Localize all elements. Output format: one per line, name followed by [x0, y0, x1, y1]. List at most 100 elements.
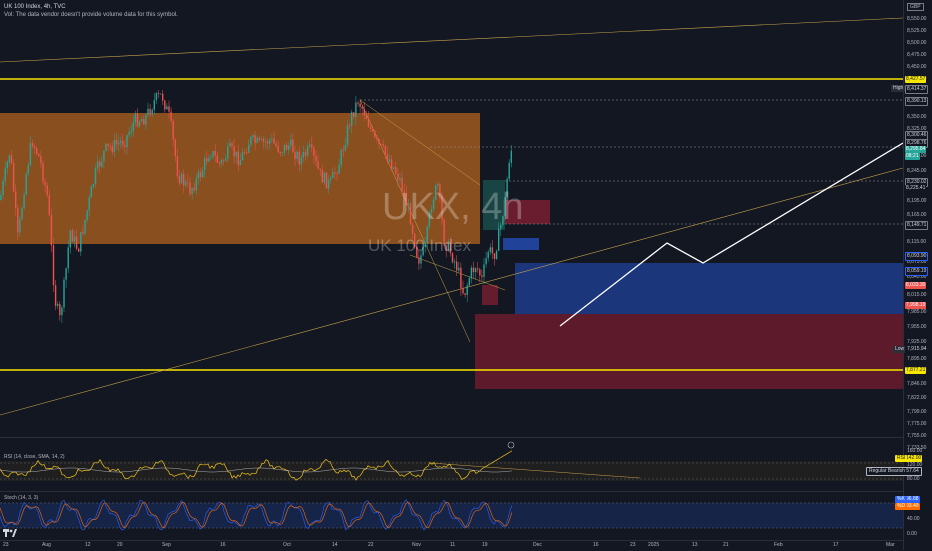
candle — [6, 162, 8, 169]
volume-notice: Vol: The data vendor doesn't provide vol… — [4, 12, 178, 18]
candle — [25, 173, 27, 195]
candle — [407, 203, 410, 205]
candle — [159, 93, 162, 95]
stoch-legend[interactable]: Stoch (14, 3, 3) — [4, 495, 39, 501]
price-label-8427: 8,427.57 — [905, 76, 927, 83]
price-label-8149: 8,149.71 — [905, 221, 929, 230]
candle — [462, 288, 464, 294]
candle — [351, 112, 353, 126]
stoch-k-tag: %K — [895, 496, 907, 503]
candle — [443, 219, 445, 246]
candle — [372, 128, 374, 132]
price-tick: 7,985.00 — [907, 309, 927, 315]
symbol-title[interactable]: UK 100 Index, 4h, TVC — [4, 4, 66, 10]
price-tick: 8,245.00 — [907, 168, 927, 174]
price-axis[interactable]: GBP 8,550.00 8,525.00 8,500.00 8,475.00 8,45… — [903, 0, 932, 550]
candle — [306, 146, 309, 156]
candle — [69, 230, 71, 248]
candle — [283, 144, 286, 153]
candle — [483, 264, 485, 277]
candle — [61, 307, 63, 316]
candle — [281, 152, 284, 154]
candle — [109, 145, 111, 147]
trendline-upper — [0, 17, 903, 63]
candle — [378, 138, 380, 145]
price-tick: 7,755.00 — [907, 433, 927, 439]
candle — [264, 141, 267, 143]
candle — [246, 152, 248, 154]
small-red-zone — [503, 200, 550, 224]
candle — [311, 144, 313, 148]
rsi-marker — [507, 441, 515, 449]
candle — [166, 106, 168, 110]
candle — [29, 143, 32, 165]
price-tick: 8,500.00 — [907, 40, 927, 46]
candle — [437, 184, 439, 186]
rsi-band — [0, 461, 903, 481]
candle — [260, 138, 263, 140]
candle — [323, 172, 326, 183]
candle — [12, 163, 15, 192]
chart-legend: UK 100 Index, 4h, TVC Vol: The data vend… — [4, 3, 178, 19]
candle — [315, 156, 317, 162]
candle — [191, 188, 193, 195]
candle — [8, 155, 11, 163]
price-tick: 8,045.00 — [907, 274, 927, 280]
candle — [380, 144, 382, 145]
candle — [500, 224, 502, 229]
candle — [73, 236, 76, 242]
candle — [185, 181, 187, 186]
candle — [363, 108, 365, 116]
candle — [428, 213, 431, 227]
wedge-line-2 — [359, 99, 481, 186]
price-tick: 8,475.00 — [907, 52, 927, 58]
candle — [149, 108, 151, 115]
candle — [416, 247, 418, 258]
candle — [153, 100, 155, 110]
candle — [327, 179, 330, 189]
time-axis[interactable]: 23 Aug 12 20 Sep 16 Oct 14 22 Nov 11 19 … — [0, 540, 903, 551]
candle — [401, 177, 403, 191]
candle — [183, 173, 185, 186]
candle — [338, 164, 340, 174]
price-tick: 8,350.00 — [907, 114, 927, 120]
candle — [220, 160, 223, 164]
wedge-line-3 — [409, 254, 506, 291]
candle — [491, 247, 494, 254]
stoch-d-value: 93.49 — [905, 503, 920, 510]
price-tick: 7,925.00 — [907, 339, 927, 345]
candle — [267, 141, 269, 144]
candle — [90, 186, 92, 198]
price-label-7998: 7,998.19 — [905, 302, 927, 309]
candle — [164, 100, 166, 110]
candle — [403, 190, 405, 194]
candle — [46, 185, 48, 196]
candle — [477, 268, 479, 270]
rsi-legend[interactable]: RSI (14, close, SMA, 14, 2) — [4, 454, 65, 460]
candle — [48, 195, 50, 215]
candle — [474, 268, 477, 273]
candle — [239, 160, 242, 166]
price-chart[interactable] — [0, 0, 903, 550]
candle — [359, 103, 361, 107]
pane-separator-rsi[interactable] — [0, 437, 932, 438]
price-label-8059: 8,059.19 — [905, 267, 929, 276]
candle — [495, 250, 498, 259]
candle — [420, 255, 422, 264]
currency-label[interactable]: GBP — [907, 3, 924, 11]
pane-separator-stoch[interactable] — [0, 491, 932, 492]
price-tick: 7,822.00 — [907, 395, 927, 401]
candle — [250, 136, 252, 145]
candle — [369, 126, 372, 129]
candle — [180, 173, 183, 184]
candle — [487, 251, 489, 259]
low-tag: Low — [893, 346, 907, 353]
price-tick: 8,325.00 — [907, 126, 927, 132]
candle — [208, 157, 210, 162]
candle — [290, 139, 292, 146]
candle — [376, 137, 378, 139]
candle — [481, 275, 483, 277]
price-tick: 7,775.00 — [907, 421, 927, 427]
tradingview-logo-icon[interactable] — [3, 528, 17, 538]
